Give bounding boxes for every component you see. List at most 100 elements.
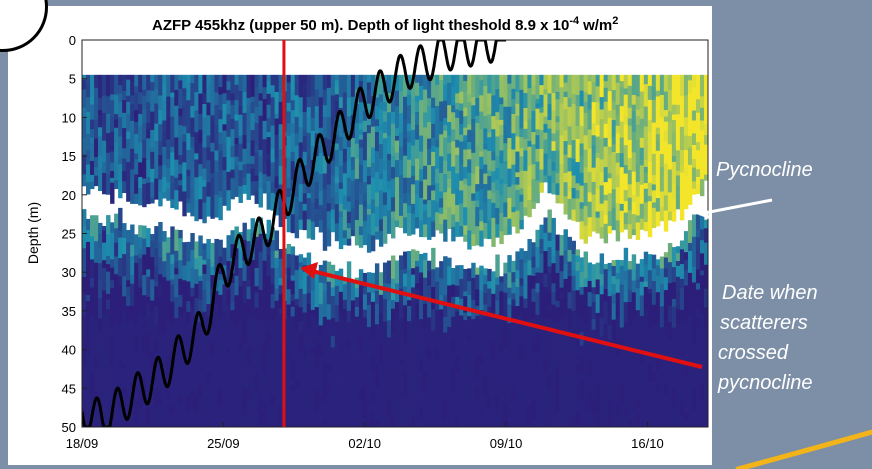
heatmap-cell	[122, 363, 127, 369]
heatmap-cell	[511, 376, 516, 386]
heatmap-cell	[258, 289, 263, 303]
heatmap-cell	[583, 365, 589, 383]
heatmap-cell	[306, 359, 312, 372]
heatmap-cell	[258, 149, 263, 157]
heatmap-cell	[94, 104, 99, 121]
heatmap-cell	[374, 290, 380, 305]
heatmap-cell	[374, 119, 380, 127]
heatmap-cell	[535, 272, 540, 284]
heatmap-cell	[587, 201, 593, 218]
heatmap-cell	[354, 297, 360, 308]
heatmap-cell	[471, 390, 476, 397]
heatmap-cell	[314, 369, 320, 391]
heatmap-cell	[158, 274, 163, 286]
heatmap-cell	[134, 326, 139, 332]
heatmap-cell	[623, 201, 629, 213]
heatmap-cell	[519, 386, 524, 398]
heatmap-cell	[671, 161, 677, 184]
heatmap-cell	[162, 84, 167, 101]
heatmap-cell	[206, 395, 211, 411]
heatmap-cell	[655, 370, 661, 384]
heatmap-cell	[399, 139, 404, 148]
heatmap-cell	[603, 363, 609, 376]
heatmap-cell	[523, 298, 528, 309]
heatmap-cell	[467, 281, 472, 296]
heatmap-cell	[250, 344, 255, 357]
heatmap-cell	[651, 268, 657, 282]
heatmap-cell	[639, 147, 645, 161]
heatmap-cell	[563, 97, 568, 110]
heatmap-cell	[503, 92, 508, 101]
heatmap-cell	[503, 292, 508, 316]
heatmap-cell	[210, 74, 215, 95]
heatmap-cell	[619, 265, 625, 286]
heatmap-cell	[475, 140, 480, 146]
heatmap-cell	[395, 371, 400, 395]
heatmap-cell	[687, 337, 693, 346]
heatmap-cell	[210, 261, 215, 268]
heatmap-cell	[499, 282, 504, 292]
heatmap-cell	[262, 401, 267, 422]
heatmap-cell	[487, 364, 492, 375]
heatmap-cell	[158, 95, 163, 111]
heatmap-cell	[403, 273, 408, 287]
heatmap-cell	[687, 400, 693, 422]
heatmap-cell	[378, 94, 384, 103]
heatmap-cell	[695, 99, 701, 114]
heatmap-cell	[298, 381, 304, 395]
heatmap-cell	[214, 413, 219, 427]
heatmap-cell	[346, 147, 352, 162]
heatmap-cell	[419, 418, 424, 427]
heatmap-cell	[687, 315, 693, 338]
heatmap-cell	[395, 84, 400, 92]
heatmap-cell	[126, 138, 131, 163]
heatmap-cell	[675, 291, 681, 310]
heatmap-cell	[146, 424, 151, 427]
heatmap-cell	[639, 107, 645, 120]
heatmap-cell	[431, 372, 436, 389]
heatmap-cell	[390, 308, 396, 325]
heatmap-cell	[278, 350, 284, 371]
heatmap-cell	[146, 160, 151, 178]
heatmap-cell	[591, 153, 597, 169]
heatmap-cell	[551, 162, 556, 172]
heatmap-cell	[90, 287, 95, 309]
heatmap-cell	[98, 280, 103, 299]
heatmap-cell	[403, 286, 408, 306]
heatmap-cell	[158, 404, 163, 418]
heatmap-cell	[378, 355, 384, 365]
heatmap-cell	[615, 74, 621, 84]
heatmap-cell	[138, 162, 143, 178]
heatmap-cell	[214, 346, 219, 366]
heatmap-cell	[258, 74, 263, 94]
heatmap-cell	[563, 74, 568, 84]
heatmap-cell	[419, 169, 424, 182]
heatmap-cell	[306, 107, 312, 118]
heatmap-cell	[358, 387, 364, 400]
heatmap-cell	[515, 306, 520, 318]
heatmap-cell	[419, 197, 424, 221]
heatmap-cell	[118, 182, 123, 199]
heatmap-cell	[338, 136, 344, 151]
heatmap-cell	[579, 399, 584, 411]
heatmap-cell	[599, 416, 605, 425]
heatmap-cell	[559, 135, 564, 157]
heatmap-cell	[266, 81, 271, 95]
heatmap-cell	[699, 96, 705, 109]
heatmap-cell	[639, 276, 645, 283]
heatmap-cell	[547, 232, 552, 242]
heatmap-cell	[106, 133, 111, 154]
heatmap-cell	[262, 260, 267, 283]
heatmap-cell	[322, 344, 328, 357]
heatmap-cell	[575, 352, 580, 365]
heatmap-cell	[310, 74, 316, 97]
heatmap-cell	[403, 268, 408, 275]
heatmap-cell	[118, 157, 123, 165]
heatmap-cell	[198, 199, 203, 220]
heatmap-cell	[334, 134, 340, 144]
heatmap-cell	[90, 383, 95, 401]
heatmap-cell	[90, 338, 95, 356]
heatmap-cell	[290, 280, 296, 295]
heatmap-cell	[399, 358, 404, 365]
